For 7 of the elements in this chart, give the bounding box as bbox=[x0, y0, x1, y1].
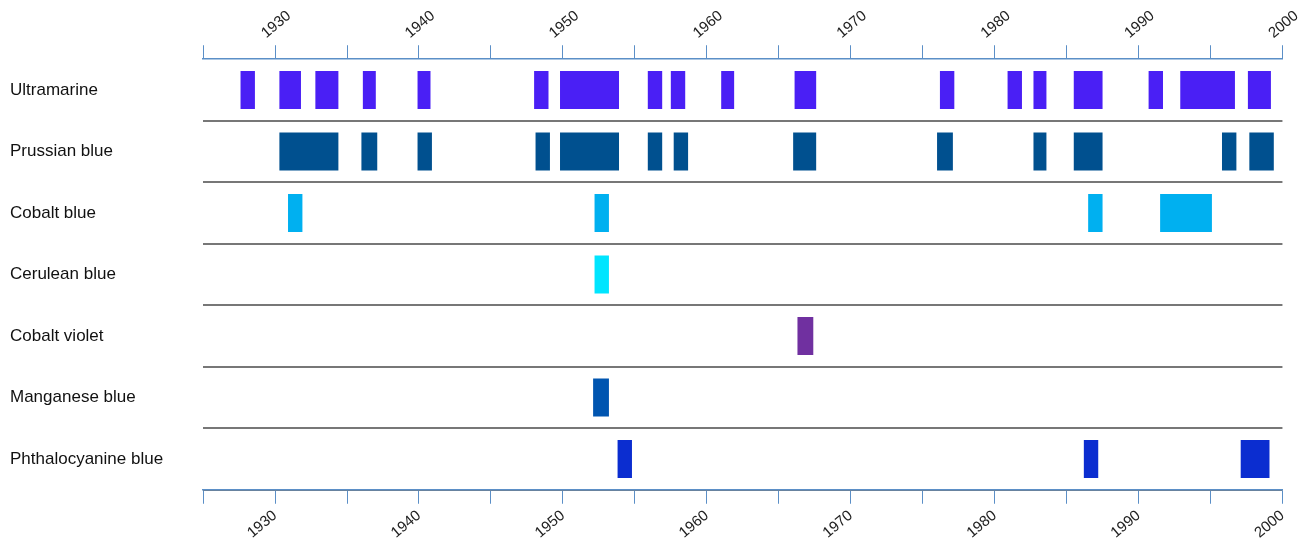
y-tick-label: Manganese blue bbox=[10, 387, 136, 407]
y-tick-label: Phthalocyanine blue bbox=[10, 448, 164, 468]
y-tick-label: Cobalt blue bbox=[10, 202, 97, 222]
y-tick-label: Prussian blue bbox=[10, 141, 114, 161]
y-tick-label: Cerulean blue bbox=[10, 264, 116, 284]
y-tick-label: Cobalt violet bbox=[10, 325, 104, 345]
y-tick-label: Ultramarine bbox=[10, 79, 98, 99]
